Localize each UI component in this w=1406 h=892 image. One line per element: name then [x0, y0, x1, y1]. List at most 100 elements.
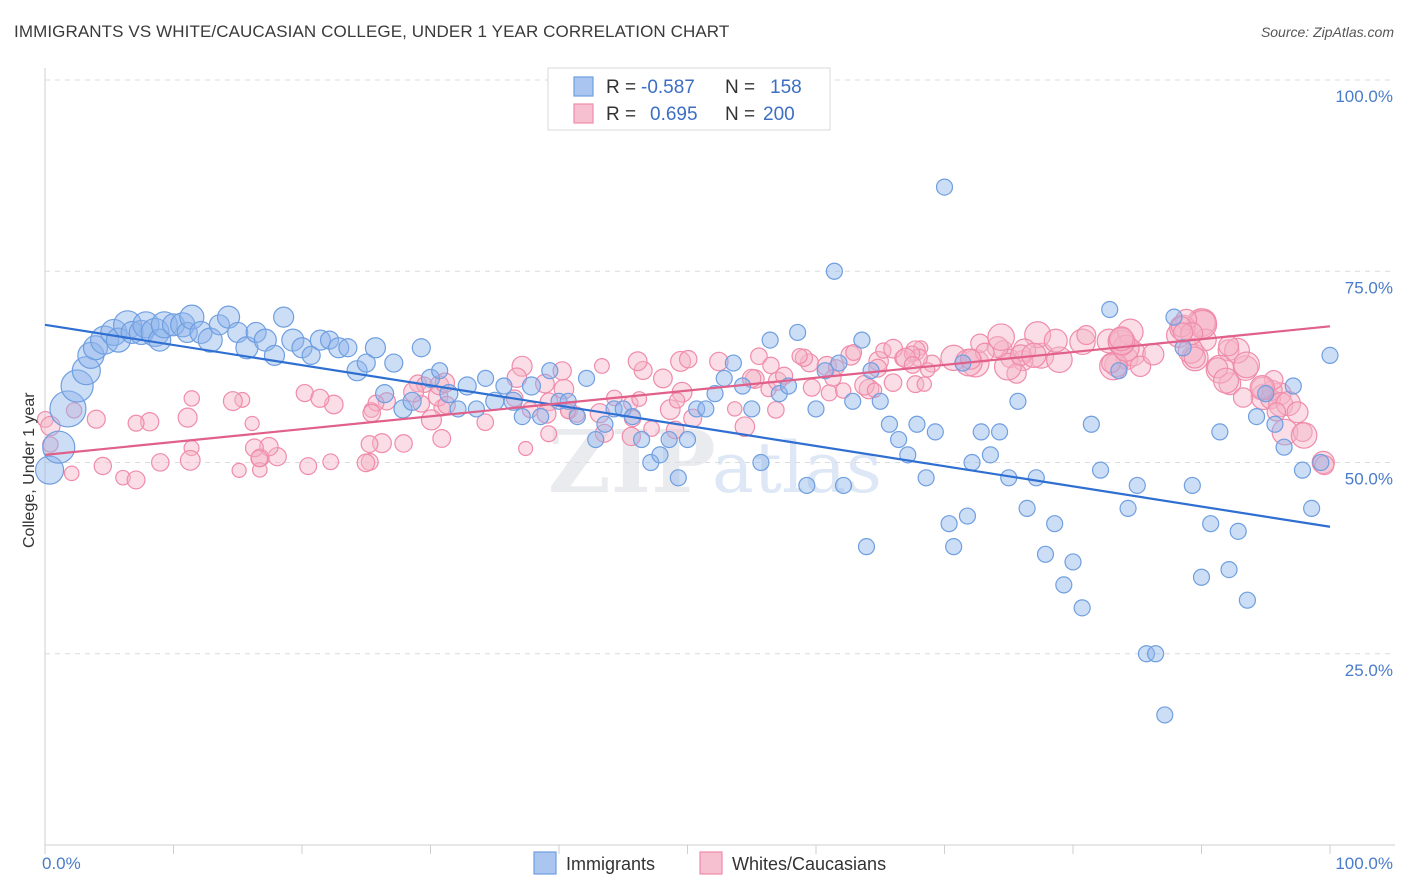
immigrants-point-89	[816, 362, 834, 380]
immigrants-point-56	[513, 408, 531, 426]
whites-point-190	[987, 323, 1015, 351]
immigrants-point-20	[179, 304, 205, 330]
immigrants-point-136	[1211, 423, 1229, 441]
immigrants-point-78	[715, 369, 733, 387]
immigrants-point-93	[844, 392, 862, 410]
legend-box: R = -0.587 N = 158 R = 0.695 N = 200	[547, 67, 831, 131]
immigrants-point-33	[301, 345, 321, 365]
immigrants-point-117	[1036, 545, 1055, 563]
immigrants-point-73	[669, 469, 687, 487]
whites-point-135	[1275, 390, 1302, 417]
immigrants-point-95	[857, 538, 876, 556]
immigrants-point-42	[384, 353, 404, 373]
immigrants-point-82	[752, 453, 770, 472]
immigrants-point-125	[1110, 362, 1128, 380]
immigrants-point-145	[1293, 461, 1312, 479]
immigrants-point-132	[1174, 339, 1192, 357]
whites-point-126	[179, 449, 201, 471]
immigrants-point-63	[577, 369, 596, 387]
whites-point-1	[377, 392, 396, 411]
whites-point-38	[593, 358, 610, 374]
whites-point-86	[670, 350, 692, 372]
immigrants-point-85	[779, 377, 798, 395]
immigrants-point-138	[1229, 522, 1247, 540]
immigrants-point-116	[1027, 469, 1045, 487]
immigrants-point-147	[1312, 453, 1330, 472]
chart-title: IMMIGRANTS VS WHITE/CAUCASIAN COLLEGE, U…	[14, 22, 730, 41]
whites-point-175	[1142, 343, 1165, 366]
whites-point-121	[750, 347, 768, 366]
immigrants-point-47	[431, 362, 449, 380]
trend-lines	[44, 323, 1331, 528]
whites-point-39	[734, 416, 756, 438]
immigrants-point-144	[1284, 377, 1302, 395]
whites-point-173	[594, 423, 614, 443]
whites-point-73	[267, 447, 287, 467]
immigrants-point-131	[1165, 308, 1183, 326]
whites-trend-line	[44, 325, 1331, 456]
immigrants-point-123	[1091, 461, 1110, 479]
immigrants-point-74	[678, 430, 697, 449]
whites-point-34	[63, 465, 80, 482]
whites-point-191	[959, 348, 982, 370]
y-axis-label: College, Under 1 year	[21, 392, 38, 548]
immigrants-point-9	[105, 327, 132, 353]
immigrants-point-37	[338, 338, 358, 358]
immigrants-point-115	[1018, 499, 1036, 517]
immigrants-point-106	[945, 538, 963, 556]
whites-point-158	[356, 453, 376, 473]
immigrants-point-142	[1266, 415, 1284, 433]
whites-point-192	[903, 356, 922, 374]
immigrants-point-101	[908, 415, 926, 433]
immigrants-point-2	[49, 390, 87, 428]
immigrants-point-19	[176, 321, 198, 344]
immigrants-point-91	[830, 354, 848, 372]
whites-point-144	[627, 351, 648, 372]
whites-point-11	[540, 425, 558, 443]
immigrants-point-79	[724, 354, 742, 372]
whites-point-14	[150, 453, 170, 472]
whites-point-194	[1290, 422, 1318, 449]
whites-point-115	[883, 373, 903, 393]
whites-point-180	[895, 347, 916, 369]
whites-point-116	[432, 429, 452, 448]
whites-point-75	[653, 368, 673, 389]
whites-point-19	[476, 413, 495, 432]
legend-r-label-1: R =	[606, 77, 636, 98]
immigrants-point-104	[935, 178, 954, 196]
immigrants-point-94	[853, 331, 871, 349]
x-tick-labels: 0.0% 100.0%	[42, 854, 1393, 873]
whites-point-125	[1263, 369, 1284, 390]
whites-point-44	[139, 412, 160, 432]
whites-point-184	[1010, 344, 1032, 366]
immigrants-point-83	[761, 331, 779, 349]
bottom-legend: Immigrants Whites/Caucasians	[533, 851, 886, 875]
whites-point-70	[115, 469, 131, 486]
immigrants-point-58	[532, 408, 550, 426]
immigrants-point-59	[541, 362, 559, 380]
immigrants-point-135	[1202, 515, 1220, 533]
immigrants-point-69	[633, 430, 651, 449]
immigrants-point-27	[245, 321, 267, 344]
immigrants-trend-line	[44, 323, 1331, 528]
source-label: Source: ZipAtlas.com	[1260, 24, 1394, 40]
immigrants-point-108	[958, 507, 977, 525]
whites-point-118	[1212, 367, 1240, 394]
whites-point-185	[791, 347, 808, 365]
watermark: ZIP atlas	[548, 412, 882, 513]
legend-n-value-2: 200	[763, 104, 795, 125]
immigrants-point-122	[1082, 415, 1100, 433]
legend-r-value-1: -0.587	[641, 77, 695, 98]
immigrants-point-128	[1137, 645, 1156, 663]
immigrants-point-129	[1147, 645, 1165, 663]
immigrants-point-76	[697, 400, 715, 418]
immigrants-point-112	[990, 423, 1009, 441]
immigrants-point-87	[798, 476, 816, 495]
legend-r-label-2: R =	[606, 104, 636, 125]
bottom-legend-whites: Whites/Caucasians	[732, 854, 886, 874]
whites-point-169	[244, 438, 264, 458]
whites-point-99	[678, 349, 698, 369]
whites-point-72	[875, 342, 892, 359]
immigrants-point-133	[1183, 476, 1201, 495]
